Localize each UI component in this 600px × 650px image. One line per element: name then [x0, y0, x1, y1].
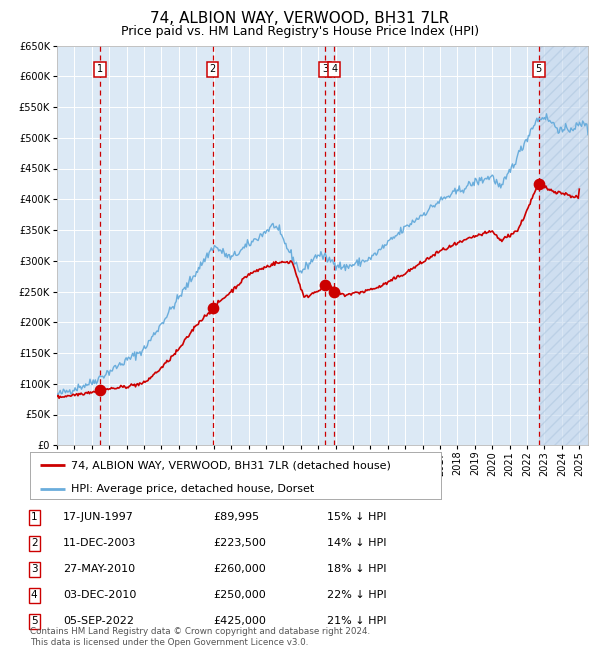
Text: 2: 2	[31, 538, 38, 549]
Text: 03-DEC-2010: 03-DEC-2010	[63, 590, 136, 601]
Text: £425,000: £425,000	[213, 616, 266, 627]
Text: 15% ↓ HPI: 15% ↓ HPI	[327, 512, 386, 523]
Point	[208, 303, 217, 313]
Text: 27-MAY-2010: 27-MAY-2010	[63, 564, 135, 575]
Point	[320, 280, 330, 291]
Text: HPI: Average price, detached house, Dorset: HPI: Average price, detached house, Dors…	[71, 484, 314, 494]
Point	[95, 385, 104, 395]
Bar	[539, 46, 588, 445]
Text: 3: 3	[31, 564, 38, 575]
Text: 11-DEC-2003: 11-DEC-2003	[63, 538, 136, 549]
Point	[534, 179, 544, 189]
Text: £223,500: £223,500	[213, 538, 266, 549]
Text: Price paid vs. HM Land Registry's House Price Index (HPI): Price paid vs. HM Land Registry's House …	[121, 25, 479, 38]
Text: 74, ALBION WAY, VERWOOD, BH31 7LR (detached house): 74, ALBION WAY, VERWOOD, BH31 7LR (detac…	[71, 460, 391, 470]
Text: 3: 3	[322, 64, 328, 75]
Text: 05-SEP-2022: 05-SEP-2022	[63, 616, 134, 627]
Text: 5: 5	[31, 616, 38, 627]
Text: 1: 1	[31, 512, 38, 523]
Text: 17-JUN-1997: 17-JUN-1997	[63, 512, 134, 523]
Text: 1: 1	[97, 64, 103, 75]
Text: 4: 4	[31, 590, 38, 601]
Text: £89,995: £89,995	[213, 512, 259, 523]
Text: 2: 2	[209, 64, 216, 75]
Text: 5: 5	[536, 64, 542, 75]
Text: £250,000: £250,000	[213, 590, 266, 601]
Text: 4: 4	[331, 64, 337, 75]
Text: Contains HM Land Registry data © Crown copyright and database right 2024.
This d: Contains HM Land Registry data © Crown c…	[30, 627, 370, 647]
Text: 74, ALBION WAY, VERWOOD, BH31 7LR: 74, ALBION WAY, VERWOOD, BH31 7LR	[151, 11, 449, 26]
Text: 21% ↓ HPI: 21% ↓ HPI	[327, 616, 386, 627]
Text: 18% ↓ HPI: 18% ↓ HPI	[327, 564, 386, 575]
Text: 14% ↓ HPI: 14% ↓ HPI	[327, 538, 386, 549]
Text: £260,000: £260,000	[213, 564, 266, 575]
Text: 22% ↓ HPI: 22% ↓ HPI	[327, 590, 386, 601]
Point	[329, 286, 339, 296]
